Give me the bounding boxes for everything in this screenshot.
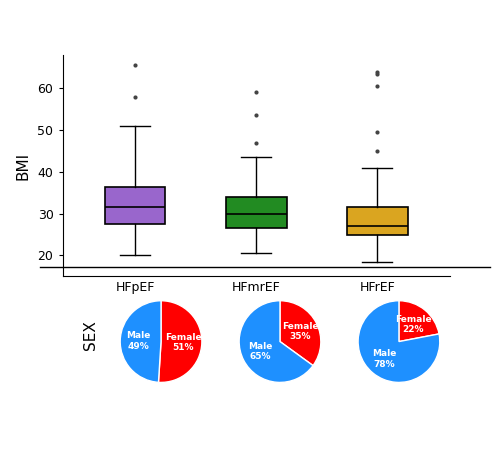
Y-axis label: BMI: BMI [16,152,30,180]
Wedge shape [120,301,161,383]
Text: Female
51%: Female 51% [165,333,202,352]
Text: Female
35%: Female 35% [282,322,319,341]
PathPatch shape [105,186,166,224]
Wedge shape [280,301,321,366]
Wedge shape [158,301,202,383]
Wedge shape [239,301,313,383]
Text: Male
49%: Male 49% [126,331,151,351]
Text: Female
22%: Female 22% [395,314,432,334]
Wedge shape [399,301,439,341]
PathPatch shape [226,197,286,228]
Text: SEX: SEX [82,320,98,350]
Text: Male
65%: Male 65% [248,342,272,361]
Wedge shape [358,301,440,383]
Text: Male
78%: Male 78% [372,349,397,369]
PathPatch shape [347,207,408,234]
